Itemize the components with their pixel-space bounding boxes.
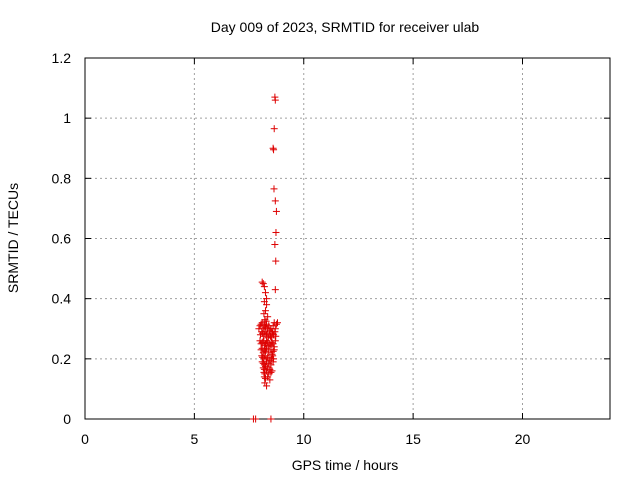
data-point bbox=[269, 352, 277, 360]
y-tick-label: 0.8 bbox=[52, 170, 72, 186]
data-point bbox=[267, 415, 275, 423]
data-points bbox=[249, 93, 281, 423]
data-point bbox=[272, 207, 280, 215]
data-point bbox=[261, 352, 269, 360]
y-tick-label: 0.2 bbox=[52, 351, 72, 367]
data-point bbox=[271, 337, 279, 345]
y-tick-label: 0 bbox=[63, 411, 71, 427]
data-point bbox=[271, 241, 279, 249]
data-point bbox=[266, 376, 274, 384]
data-point bbox=[266, 356, 274, 364]
data-point bbox=[263, 382, 271, 390]
data-point bbox=[260, 310, 268, 318]
data-point bbox=[260, 283, 268, 291]
data-point bbox=[271, 328, 279, 336]
data-point bbox=[272, 228, 280, 236]
data-point bbox=[261, 379, 269, 387]
data-point bbox=[258, 278, 266, 286]
data-point bbox=[271, 197, 279, 205]
y-tick-label: 1 bbox=[63, 110, 71, 126]
data-point bbox=[263, 344, 271, 352]
grid bbox=[85, 58, 610, 419]
data-point bbox=[255, 325, 263, 333]
y-tick-label: 0.6 bbox=[52, 231, 72, 247]
data-point bbox=[261, 307, 269, 315]
axis-ticks: 0 5 10 15 20 0 0.2 0.4 0.6 0.8 1 1.2 bbox=[52, 50, 610, 447]
x-tick-label: 15 bbox=[405, 431, 421, 447]
x-tick-label: 10 bbox=[296, 431, 312, 447]
data-point bbox=[263, 301, 271, 309]
data-point bbox=[264, 313, 272, 321]
data-point bbox=[270, 125, 278, 133]
data-point bbox=[272, 320, 280, 328]
data-point bbox=[271, 96, 279, 104]
data-point bbox=[263, 337, 271, 345]
data-point bbox=[252, 415, 260, 423]
data-point bbox=[268, 338, 276, 346]
y-tick-label: 1.2 bbox=[52, 50, 72, 66]
data-point bbox=[271, 286, 279, 294]
data-point bbox=[261, 347, 269, 355]
data-point bbox=[267, 368, 275, 376]
data-point bbox=[270, 346, 278, 354]
chart-title: Day 009 of 2023, SRMTID for receiver ula… bbox=[211, 19, 480, 35]
x-tick-label: 0 bbox=[81, 431, 89, 447]
data-point bbox=[268, 350, 276, 358]
data-point bbox=[274, 319, 281, 327]
data-point bbox=[259, 280, 267, 288]
data-point bbox=[270, 146, 278, 154]
data-point bbox=[272, 257, 280, 265]
data-point bbox=[270, 185, 278, 193]
data-point bbox=[269, 358, 277, 366]
x-tick-label: 20 bbox=[515, 431, 531, 447]
x-tick-label: 5 bbox=[190, 431, 198, 447]
y-axis-label: SRMTID / TECUs bbox=[5, 183, 21, 293]
data-point bbox=[261, 289, 269, 297]
y-tick-label: 0.4 bbox=[52, 291, 72, 307]
x-axis-label: GPS time / hours bbox=[292, 457, 399, 473]
